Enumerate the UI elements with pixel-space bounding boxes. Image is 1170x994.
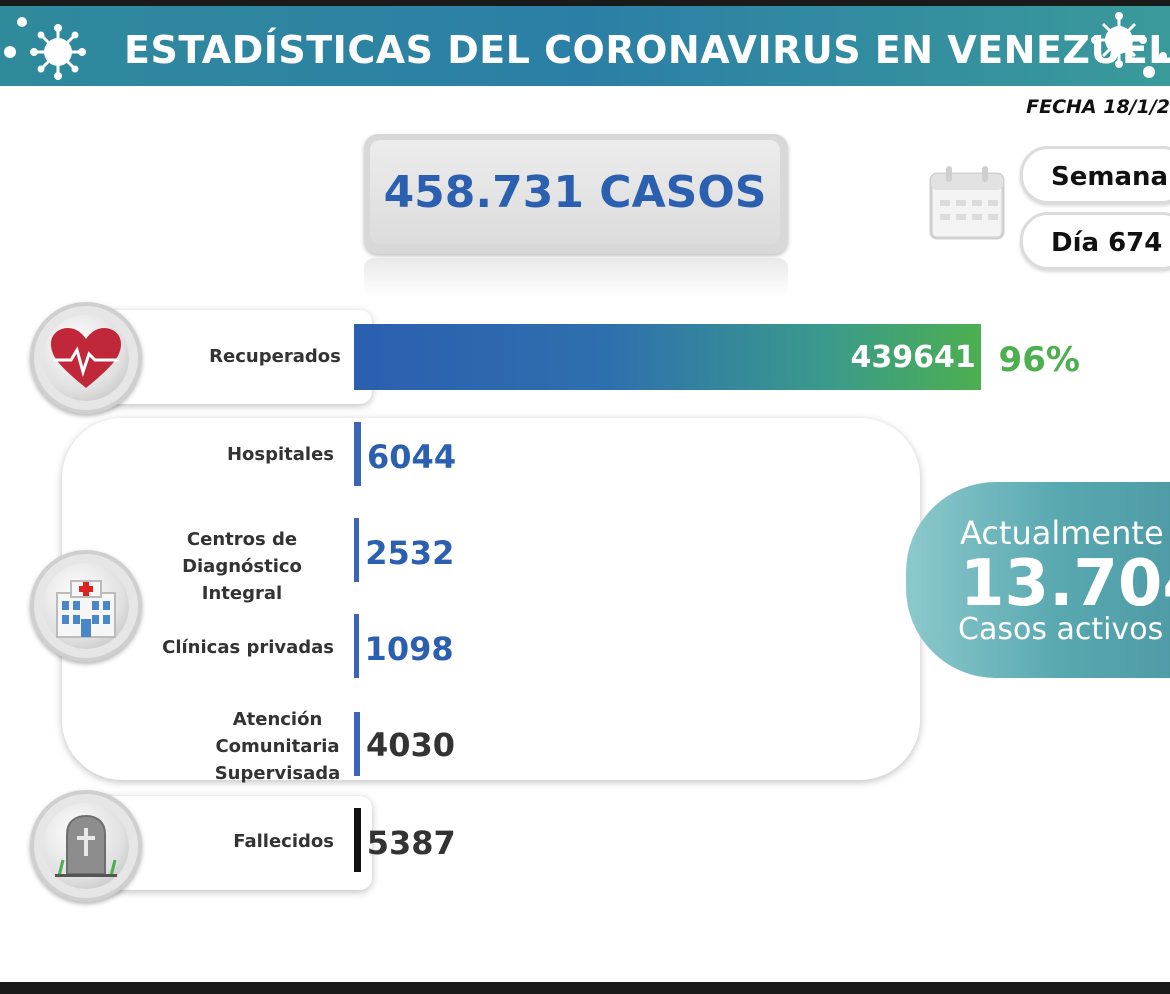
acs-value: 4030	[366, 726, 456, 764]
tombstone-icon	[55, 814, 117, 877]
total-cases-reflection	[364, 258, 788, 298]
acs-label: Atención Comunitaria Supervisada	[214, 709, 341, 784]
bottom-strip	[0, 982, 1170, 994]
week-pill: Semana 9	[1020, 146, 1170, 204]
day-pill: Día 674	[1020, 212, 1170, 270]
calendar-icon	[929, 166, 1005, 240]
header-banner: ESTADÍSTICAS DEL CORONAVIRUS EN VENEZUEL…	[0, 6, 1170, 86]
fallecidos-bar	[354, 808, 361, 872]
active-cases-number: 13.704	[960, 547, 1170, 621]
virus-icon	[1091, 12, 1167, 78]
recuperados-value: 439641	[850, 340, 976, 375]
recuperados-bar	[354, 324, 981, 390]
clinicas-label: Clínicas privadas	[162, 637, 334, 658]
active-cases-line2: Casos activos	[958, 612, 1164, 647]
hospitales-value: 6044	[367, 438, 457, 476]
recuperados-label: Recuperados	[209, 346, 341, 367]
cdi-value: 2532	[365, 534, 455, 572]
hospital-icon	[56, 580, 116, 638]
clinicas-value: 1098	[364, 630, 454, 668]
active-cases-line1: Actualmente	[960, 514, 1164, 552]
cdi-label: Centros de Diagnóstico Integral	[182, 529, 302, 604]
recuperados-icon-circle	[30, 302, 142, 414]
date-label: FECHA 18/1/2	[1026, 96, 1170, 118]
fallecidos-value: 5387	[366, 824, 456, 862]
active-cases-box	[906, 482, 1170, 678]
acs-bar	[354, 712, 360, 776]
cdi-bar	[354, 518, 360, 582]
clinicas-bar	[354, 614, 359, 678]
hospital-icon-circle	[30, 550, 142, 662]
total-cases-value: 458.731 CASOS	[383, 166, 767, 218]
heart-pulse-icon	[51, 328, 121, 388]
virus-icon	[4, 17, 86, 80]
total-cases-box: 458.731 CASOS	[364, 134, 788, 254]
fallecidos-label: Fallecidos	[233, 831, 334, 852]
fallecidos-icon-circle	[30, 790, 142, 902]
top-strip	[0, 0, 1170, 6]
page-title: ESTADÍSTICAS DEL CORONAVIRUS EN VENEZUEL…	[124, 28, 1170, 72]
hospitales-bar	[354, 422, 362, 486]
hospitales-label: Hospitales	[226, 444, 334, 465]
hospitalizados-panel	[62, 418, 920, 780]
recuperados-percent: 96%	[998, 340, 1080, 380]
